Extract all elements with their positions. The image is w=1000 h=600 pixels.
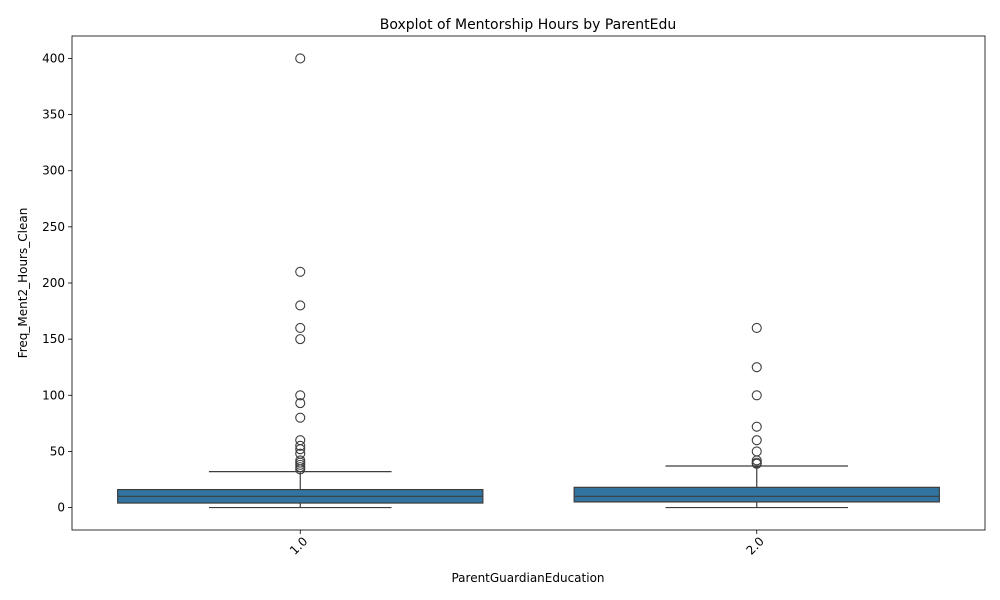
x-tick-label: 1.0 [287, 534, 310, 557]
box-iqr [573, 486, 940, 503]
y-tick-label: 300 [42, 164, 65, 178]
outlier-point [295, 440, 306, 451]
outlier-point [751, 322, 762, 333]
y-tick-label: 400 [42, 51, 65, 65]
outlier-point [295, 53, 306, 64]
outlier-point [751, 458, 762, 469]
outlier-point [295, 444, 306, 455]
outlier-point [295, 266, 306, 277]
y-tick-label: 150 [42, 332, 65, 346]
outlier-point [751, 435, 762, 446]
y-axis-label: Freq_Ment2_Hours_Clean [16, 208, 30, 359]
plot-frame [71, 35, 986, 531]
y-tick-label: 50 [50, 444, 65, 458]
outlier-point [751, 446, 762, 457]
outlier-point [751, 390, 762, 401]
y-tick-label: 0 [57, 501, 65, 515]
y-tick-label: 250 [42, 220, 65, 234]
box-group-1.0 [117, 53, 484, 509]
y-tick-label: 350 [42, 108, 65, 122]
outlier-point [295, 464, 306, 475]
outlier-point [295, 334, 306, 345]
y-axis: 0 50 100 150 200 250 300 350 400 [42, 51, 72, 515]
outlier-point [751, 421, 762, 432]
outlier-point [751, 362, 762, 373]
outlier-point [295, 300, 306, 311]
plot-area [117, 53, 940, 509]
outlier-point [295, 398, 306, 409]
outlier-point [295, 412, 306, 423]
box-group-2.0 [573, 322, 940, 509]
y-tick-label: 200 [42, 276, 65, 290]
outlier-point [295, 390, 306, 401]
chart-title: Boxplot of Mentorship Hours by ParentEdu [380, 17, 677, 33]
outlier-point [295, 322, 306, 333]
x-axis-label: ParentGuardianEducation [451, 571, 604, 585]
x-axis: 1.0 2.0 [287, 530, 767, 558]
x-tick-label: 2.0 [743, 534, 766, 557]
y-tick-label: 100 [42, 388, 65, 402]
